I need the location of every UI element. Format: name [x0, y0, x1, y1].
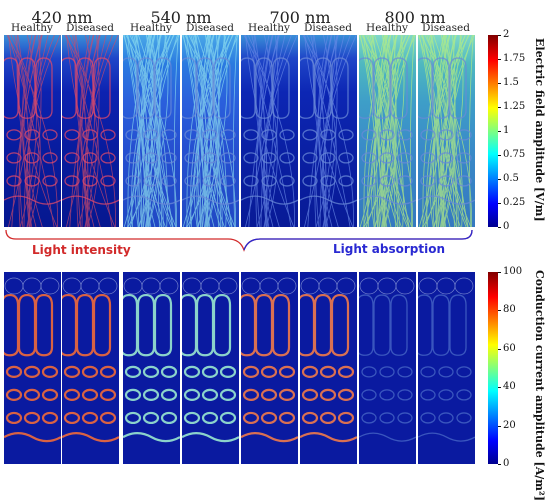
condition-label-420-nm-healthy: Healthy [11, 22, 53, 34]
colorbar-tick-label: 1.25 [503, 101, 526, 112]
colorbar-tick-label: 0.75 [503, 149, 526, 160]
conduction-current-panel-540-nm-healthy [123, 272, 180, 464]
conduction-current-panel-800-nm-healthy [359, 272, 416, 464]
colorbar-tick-label: 60 [503, 342, 516, 354]
conduction-current-panel-700-nm-healthy [241, 272, 298, 464]
condition-label-800-nm-diseased: Diseased [422, 22, 470, 34]
colorbar-tick-label: 40 [503, 381, 516, 393]
colorbar-tick-mark [498, 179, 501, 180]
colorbar-tick-label: 1.5 [503, 77, 519, 88]
colorbar-tick-mark [498, 464, 501, 465]
colorbar-tick-mark [498, 107, 501, 108]
colorbar-tick-label: 100 [503, 266, 523, 277]
colorbar-tick-mark [498, 59, 501, 60]
light-absorption-label: Light absorption [333, 242, 446, 256]
condition-label-420-nm-diseased: Diseased [66, 22, 114, 34]
colorbar-tick-mark [498, 310, 501, 312]
brace-right-path [243, 229, 473, 251]
electric-field-panel-420-nm-healthy [4, 35, 61, 227]
condition-label-540-nm-diseased: Diseased [186, 22, 234, 34]
colorbar-tick-mark [498, 35, 501, 36]
electric-field-panel-700-nm-healthy [241, 35, 298, 227]
wavelength-label-420: 420 nm [31, 8, 93, 27]
colorbar-tick-label: 20 [503, 419, 516, 431]
colorbar-tick-mark [498, 387, 501, 389]
colorbar-tick-mark [498, 227, 501, 228]
condition-label-800-nm-healthy: Healthy [366, 22, 408, 34]
colorbar-tick-label: 80 [503, 304, 516, 316]
colorbar-tick-mark [498, 425, 501, 427]
colorbar-tick-label: 0.25 [503, 197, 526, 208]
conduction-current-colorbar [488, 272, 498, 464]
conduction-current-panel-420-nm-healthy [4, 272, 61, 464]
colorbar-tick-label: 0 [503, 458, 510, 469]
colorbar-tick-label: 0 [503, 221, 510, 232]
colorbar-tick-label: 1.75 [503, 53, 526, 64]
colorbar-tick-mark [498, 272, 501, 273]
electric-field-panel-800-nm-healthy [359, 35, 416, 227]
electric-field-panel-800-nm-diseased [418, 35, 475, 227]
colorbar-tick-label: 1 [503, 125, 510, 136]
electric-field-panel-540-nm-healthy [123, 35, 180, 227]
conduction-current-panel-700-nm-diseased [300, 272, 357, 464]
conduction-current-panel-420-nm-diseased [62, 272, 119, 464]
conduction-current-panel-800-nm-diseased [418, 272, 475, 464]
colorbar-tick-mark [498, 131, 501, 132]
electric-field-panel-420-nm-diseased [62, 35, 119, 227]
condition-label-700-nm-diseased: Diseased [304, 22, 352, 34]
condition-label-700-nm-healthy: Healthy [248, 22, 290, 34]
colorbar-tick-mark [498, 155, 501, 156]
wavelength-label-800: 800 nm [384, 8, 446, 27]
wavelength-label-540: 540 nm [150, 8, 212, 27]
electric-field-colorbar [488, 35, 498, 227]
electric-field-colorbar-label: Electric field amplitude [V/m] [533, 38, 546, 222]
colorbar-tick-mark [498, 348, 501, 350]
colorbar-tick-mark [498, 203, 501, 204]
light-intensity-label: Light intensity [32, 243, 131, 257]
electric-field-panel-540-nm-diseased [182, 35, 239, 227]
conduction-current-panel-540-nm-diseased [182, 272, 239, 464]
comparison-brace [5, 229, 473, 252]
conduction-current-colorbar-label: Conduction current amplitude [A/m²] [533, 270, 546, 501]
colorbar-tick-label: 0.5 [503, 173, 519, 184]
wavelength-label-700: 700 nm [269, 8, 331, 27]
condition-label-540-nm-healthy: Healthy [130, 22, 172, 34]
electric-field-panel-700-nm-diseased [300, 35, 357, 227]
colorbar-tick-mark [498, 83, 501, 84]
colorbar-tick-label: 2 [503, 29, 510, 40]
